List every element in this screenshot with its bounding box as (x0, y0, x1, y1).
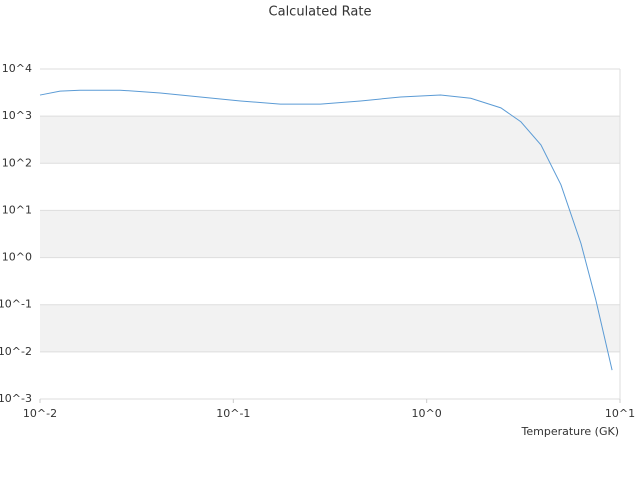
x-tick-label: 10^-1 (216, 407, 250, 420)
x-axis-label: Temperature (GK) (521, 425, 620, 438)
y-tick-label: 10^-2 (0, 345, 32, 358)
grid-band (40, 210, 620, 258)
y-tick-label: 10^4 (2, 62, 32, 75)
x-tick-label: 10^1 (605, 407, 635, 420)
line-series (39, 89, 613, 371)
y-tick-label: 10^0 (2, 251, 32, 264)
grid-band (40, 304, 620, 352)
y-tick-label: 10^1 (2, 203, 32, 216)
y-tick-label: 10^-1 (0, 298, 32, 311)
x-tick-label: 10^-2 (23, 407, 57, 420)
y-tick-label: 10^2 (2, 156, 32, 169)
chart-title: Calculated Rate (269, 5, 372, 20)
y-tick-label: 10^-3 (0, 392, 32, 405)
x-tick-label: 10^0 (412, 407, 442, 420)
grid-band (40, 116, 620, 164)
y-tick-label: 10^3 (2, 109, 32, 122)
